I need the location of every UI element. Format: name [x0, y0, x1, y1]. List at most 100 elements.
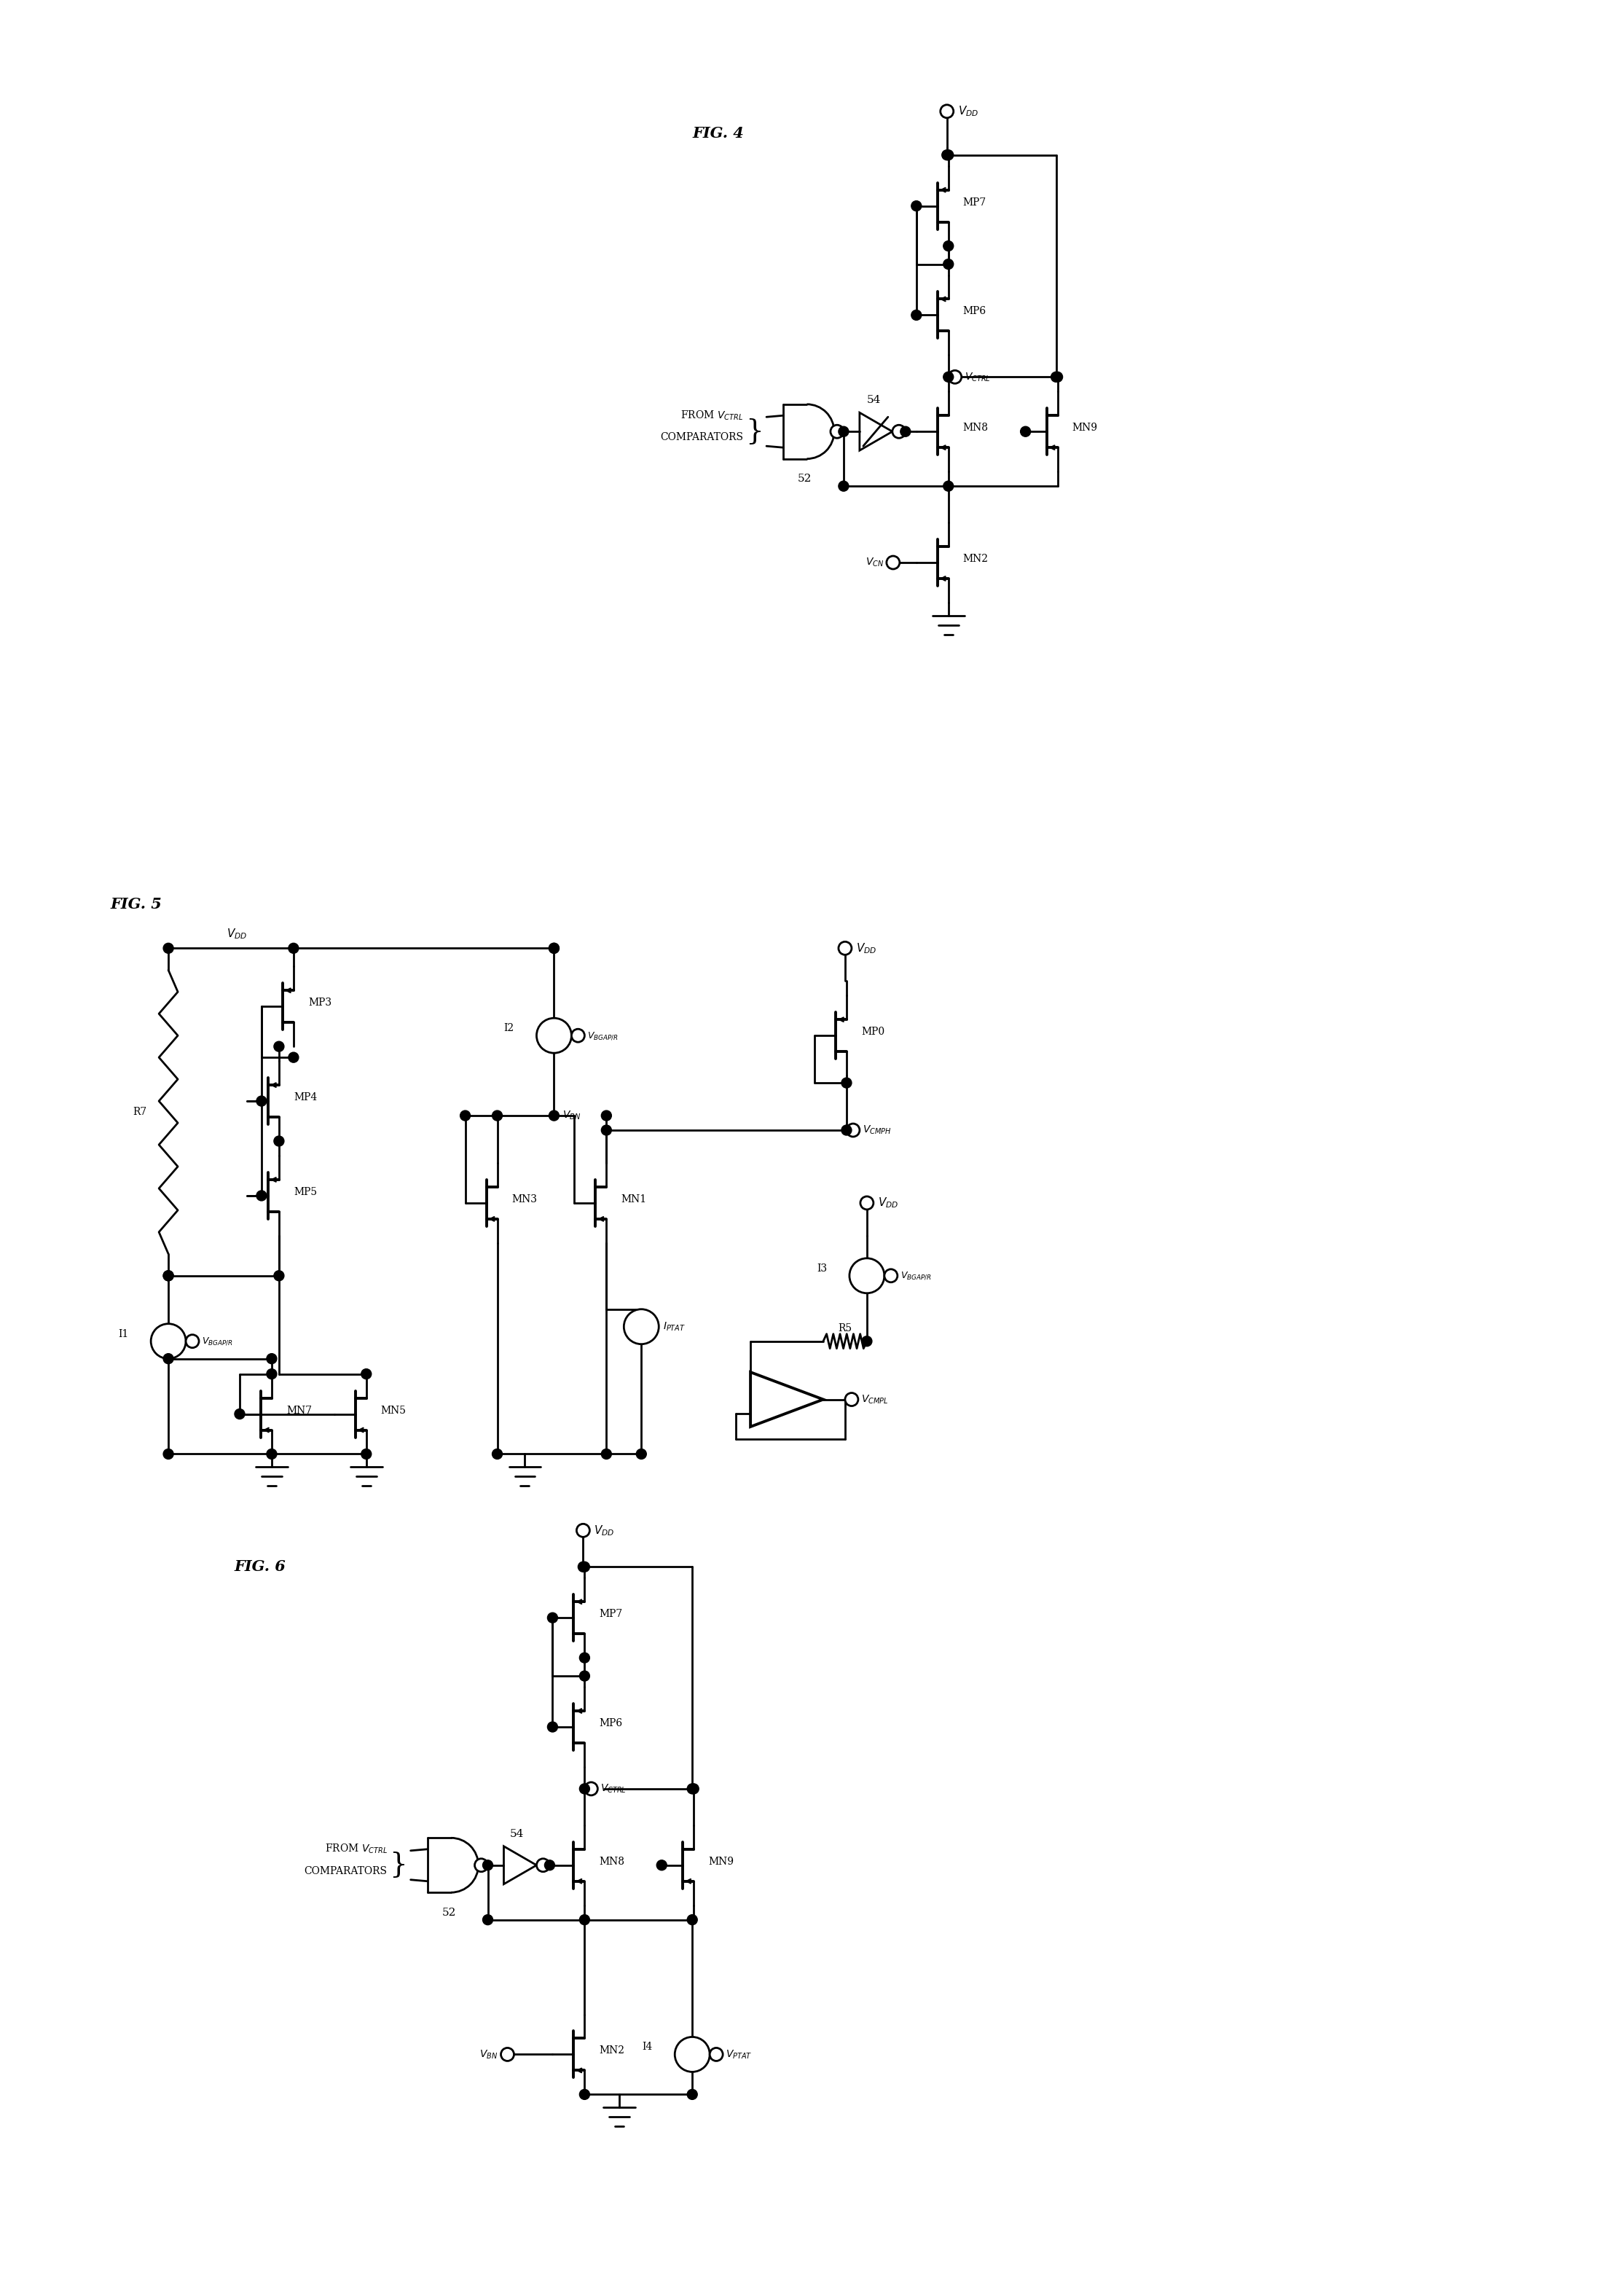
Circle shape	[163, 1270, 174, 1281]
Circle shape	[576, 1525, 590, 1536]
Text: $V_{CMPL}$: $V_{CMPL}$	[861, 1394, 889, 1405]
Text: FROM $V_{CTRL}$: FROM $V_{CTRL}$	[324, 1844, 387, 1855]
Circle shape	[911, 310, 921, 319]
Text: 54: 54	[510, 1830, 524, 1839]
Text: R5: R5	[839, 1322, 852, 1334]
Circle shape	[571, 1029, 584, 1042]
Circle shape	[656, 1860, 666, 1871]
Text: I1: I1	[118, 1329, 129, 1339]
Circle shape	[689, 1784, 698, 1793]
Circle shape	[163, 1449, 174, 1460]
Text: $V_{CTRL}$: $V_{CTRL}$	[600, 1782, 627, 1795]
Circle shape	[256, 1095, 266, 1107]
Text: I3: I3	[816, 1263, 827, 1274]
Text: MN9: MN9	[708, 1857, 734, 1867]
Circle shape	[944, 259, 953, 269]
Circle shape	[537, 1017, 571, 1054]
Circle shape	[482, 1915, 494, 1924]
Circle shape	[944, 241, 953, 250]
Text: 52: 52	[442, 1908, 456, 1917]
Text: MP7: MP7	[963, 197, 987, 207]
Circle shape	[482, 1860, 494, 1871]
Text: FIG. 6: FIG. 6	[234, 1559, 286, 1575]
Circle shape	[537, 1860, 550, 1871]
Circle shape	[474, 1860, 487, 1871]
Text: MN9: MN9	[1073, 422, 1097, 434]
Circle shape	[942, 149, 952, 161]
Circle shape	[547, 1612, 558, 1623]
Circle shape	[547, 1722, 558, 1731]
Text: $V_{BN}$: $V_{BN}$	[563, 1109, 581, 1120]
Text: $V_{DD}$: $V_{DD}$	[958, 106, 979, 117]
Circle shape	[274, 1270, 284, 1281]
Circle shape	[892, 425, 905, 439]
Circle shape	[1021, 427, 1031, 436]
Circle shape	[911, 200, 921, 211]
Circle shape	[602, 1111, 611, 1120]
Circle shape	[831, 425, 844, 439]
Circle shape	[492, 1449, 502, 1460]
Text: FROM $V_{CTRL}$: FROM $V_{CTRL}$	[681, 409, 744, 422]
Text: MN8: MN8	[963, 422, 989, 434]
Circle shape	[710, 2048, 723, 2062]
Circle shape	[289, 1052, 298, 1063]
Circle shape	[847, 1123, 860, 1137]
Circle shape	[492, 1111, 502, 1120]
Circle shape	[839, 941, 852, 955]
Circle shape	[460, 1111, 471, 1120]
Circle shape	[842, 1125, 852, 1134]
Circle shape	[163, 1270, 174, 1281]
Circle shape	[266, 1449, 277, 1460]
Circle shape	[839, 427, 848, 436]
Circle shape	[163, 944, 174, 953]
Circle shape	[548, 944, 560, 953]
Circle shape	[163, 1355, 174, 1364]
Circle shape	[1052, 372, 1061, 381]
Text: MN2: MN2	[598, 2046, 624, 2055]
Circle shape	[861, 1336, 873, 1345]
Text: MP6: MP6	[598, 1717, 623, 1729]
Text: MN1: MN1	[621, 1194, 647, 1205]
Circle shape	[579, 1671, 590, 1681]
Circle shape	[545, 1860, 555, 1871]
Text: $V_{DD}$: $V_{DD}$	[877, 1196, 898, 1210]
Text: $V_{DD}$: $V_{DD}$	[857, 941, 876, 955]
Circle shape	[948, 370, 961, 383]
Text: COMPARATORS: COMPARATORS	[660, 432, 744, 443]
Circle shape	[579, 2089, 590, 2099]
Circle shape	[577, 1561, 589, 1573]
Circle shape	[274, 1137, 284, 1146]
Circle shape	[845, 1394, 858, 1405]
Circle shape	[687, 2089, 697, 2099]
Circle shape	[256, 1192, 266, 1201]
Circle shape	[602, 1449, 611, 1460]
Text: FIG. 5: FIG. 5	[110, 898, 161, 912]
Circle shape	[185, 1334, 198, 1348]
Circle shape	[502, 2048, 515, 2062]
Text: $V_{CN}$: $V_{CN}$	[865, 556, 884, 569]
Text: $V_{DD}$: $V_{DD}$	[594, 1525, 615, 1538]
Circle shape	[266, 1355, 277, 1364]
Text: I4: I4	[642, 2041, 652, 2053]
Circle shape	[152, 1325, 185, 1359]
Text: MP4: MP4	[294, 1093, 318, 1102]
Circle shape	[584, 1782, 598, 1795]
Text: $V_{PTAT}$: $V_{PTAT}$	[726, 2048, 752, 2060]
Text: $V_{BGAP/R}$: $V_{BGAP/R}$	[202, 1336, 232, 1345]
Text: MP3: MP3	[308, 999, 332, 1008]
Text: 52: 52	[798, 473, 811, 484]
Text: MP0: MP0	[861, 1026, 884, 1038]
Text: MP7: MP7	[598, 1609, 623, 1619]
Text: MN2: MN2	[963, 553, 989, 565]
Circle shape	[361, 1368, 371, 1380]
Circle shape	[887, 556, 900, 569]
Text: $V_{DD}$: $V_{DD}$	[226, 928, 247, 941]
Circle shape	[579, 1784, 590, 1793]
Text: $V_{CTRL}$: $V_{CTRL}$	[965, 372, 990, 383]
Text: }: }	[745, 418, 763, 445]
Text: MN7: MN7	[286, 1405, 311, 1414]
Circle shape	[266, 1368, 277, 1380]
Circle shape	[860, 1196, 874, 1210]
Text: R7: R7	[132, 1107, 147, 1118]
Circle shape	[1052, 372, 1063, 381]
